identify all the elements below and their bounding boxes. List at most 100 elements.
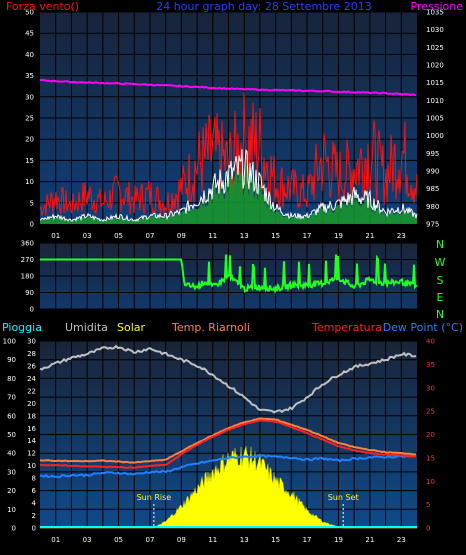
pressure-tick: 985 — [426, 185, 439, 193]
x-tick-label: 07 — [145, 536, 154, 544]
rain-tick: 40 — [7, 450, 16, 458]
x-tick-label: 01 — [51, 232, 60, 240]
temperature-tick: 20 — [426, 431, 435, 439]
x-tick-label: 03 — [83, 232, 92, 240]
temperature-line — [39, 419, 417, 469]
direction-axis: 0 90 180 270 360 — [21, 240, 34, 314]
x-tick-label: 13 — [240, 536, 249, 544]
inner-tick: 24 — [27, 375, 36, 383]
inner-tick: 10 — [27, 462, 36, 470]
pressure-tick: 1030 — [426, 26, 444, 34]
rain-tick: 80 — [7, 375, 16, 383]
temperature-tick: 0 — [426, 525, 430, 533]
pressure-tick: 1020 — [426, 62, 444, 70]
riarmoli-label: Temp. Riarnoli — [171, 321, 250, 334]
direction-tick: 90 — [25, 289, 34, 297]
pressure-tick: 980 — [426, 203, 439, 211]
rain-tick: 10 — [7, 506, 16, 514]
inner-tick: 22 — [27, 387, 36, 395]
rain-tick: 20 — [7, 487, 16, 495]
compass-n-top: N — [436, 238, 444, 251]
x-tick-label: 23 — [397, 232, 406, 240]
inner-tick: 12 — [27, 450, 36, 458]
x-tick-label: 01 — [51, 536, 60, 544]
inner-tick: 0 — [32, 525, 36, 533]
rain-tick: 90 — [7, 356, 16, 364]
rain-axis: 0 10 20 30 40 50 60 70 80 90 100 — [3, 338, 16, 533]
wind-speed-tick: 30 — [25, 93, 34, 101]
rain-tick: 0 — [12, 525, 16, 533]
rain-tick: 60 — [7, 412, 16, 420]
pressure-tick: 1005 — [426, 115, 444, 123]
temperature-tick: 5 — [426, 501, 430, 509]
rain-tick: 70 — [7, 394, 16, 402]
wind-speed-tick: 10 — [25, 178, 34, 186]
wind-speed-tick: 25 — [25, 115, 34, 123]
x-tick-label: 19 — [334, 232, 343, 240]
direction-tick: 180 — [21, 273, 34, 281]
inner-tick: 20 — [27, 400, 36, 408]
riarmoli-line — [39, 417, 417, 464]
direction-plot-marks — [40, 254, 418, 295]
wind-speed-tick: 40 — [25, 51, 34, 59]
temperature-time-axis: 01 03 05 07 09 11 13 15 17 19 21 23 — [51, 536, 406, 544]
pressure-tick: 1015 — [426, 79, 444, 87]
x-tick-label: 13 — [240, 232, 249, 240]
temperature-tick: 30 — [426, 384, 435, 392]
x-tick-label: 15 — [271, 232, 280, 240]
x-tick-label: 21 — [365, 232, 374, 240]
wind-speed-tick: 45 — [25, 30, 34, 38]
pressure-tick: 975 — [426, 221, 439, 229]
inner-tick: 30 — [27, 338, 36, 346]
inner-tick: 4 — [32, 500, 37, 508]
compass-labels: N W S E N — [435, 238, 446, 321]
sunset-label: Sun Set — [328, 493, 359, 502]
x-tick-label: 17 — [303, 232, 312, 240]
x-tick-label: 09 — [177, 536, 186, 544]
direction-tick: 270 — [21, 256, 34, 264]
wind-speed-tick: 5 — [30, 199, 34, 207]
graph-date-title: 24 hour graph day: 28 Settembre 2013 — [156, 0, 371, 13]
dewpoint-line — [39, 454, 417, 479]
compass-n-bottom: N — [436, 308, 444, 321]
pressure-tick: 1010 — [426, 97, 444, 105]
pressure-title: Pressione — [411, 0, 464, 13]
wind-average-area — [40, 164, 417, 224]
compass-s: S — [437, 274, 444, 287]
wind-direction-line — [40, 254, 418, 295]
x-tick-label: 09 — [177, 232, 186, 240]
wind-title: Forza vento() — [6, 0, 79, 13]
pressure-line — [39, 78, 417, 97]
temperature-tick: 35 — [426, 361, 435, 369]
wind-speed-axis: 0 5 10 15 20 25 30 35 40 45 50 — [25, 9, 34, 229]
x-tick-label: 11 — [208, 232, 217, 240]
inner-tick: 2 — [32, 512, 36, 520]
humidity-line — [39, 344, 417, 414]
x-tick-label: 23 — [397, 536, 406, 544]
temperature-label: Temperatura — [311, 321, 382, 334]
temperature-axis: 0 5 10 15 20 25 30 35 40 — [426, 338, 435, 533]
pressure-tick: 1000 — [426, 132, 444, 140]
temperature-tick: 40 — [426, 338, 435, 346]
x-tick-label: 07 — [145, 232, 154, 240]
solar-label: Solar — [117, 321, 146, 334]
inner-tick: 14 — [27, 437, 36, 445]
pressure-axis: 975 980 985 990 995 1000 1005 1010 1015 1020 1025 1… — [426, 9, 444, 229]
inner-tick: 18 — [27, 412, 36, 420]
x-tick-label: 19 — [334, 536, 343, 544]
inner-tick: 28 — [27, 350, 36, 358]
temperature-tick: 25 — [426, 408, 435, 416]
rain-tick: 50 — [7, 431, 16, 439]
wind-speed-tick: 35 — [25, 72, 34, 80]
rain-tick: 30 — [7, 468, 16, 476]
humidity-label: Umidita — [65, 321, 108, 334]
x-tick-label: 17 — [303, 536, 312, 544]
wind-time-axis: 01 03 05 07 09 11 13 15 17 19 21 23 — [51, 232, 406, 240]
inner-tick: 16 — [27, 425, 36, 433]
rain-tick: 100 — [3, 338, 16, 346]
x-tick-label: 15 — [271, 536, 280, 544]
sunrise-label: Sun Rise — [137, 493, 172, 502]
wind-speed-tick: 50 — [25, 9, 34, 17]
pressure-tick: 995 — [426, 150, 439, 158]
